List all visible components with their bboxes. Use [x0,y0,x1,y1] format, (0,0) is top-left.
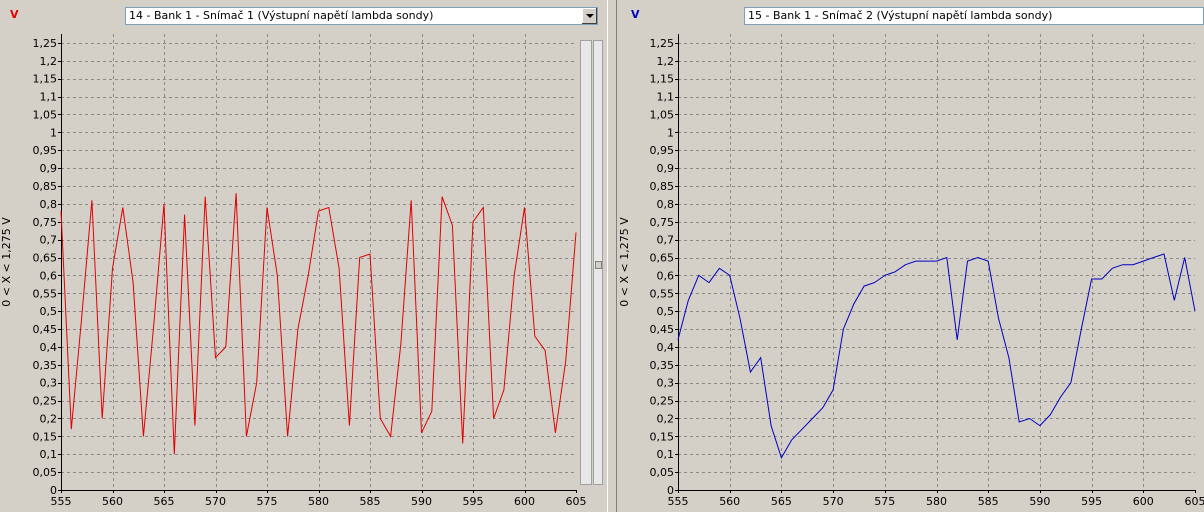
y-tick-label: 0,6 [40,269,58,282]
unit-marker-left: V [10,8,19,21]
y-tick-label: 0,75 [33,216,58,229]
x-tick-label: 600 [1133,495,1154,508]
y-tick-label: 0 [50,484,57,497]
y-tick-label: 1,05 [650,108,675,121]
y-tick-label: 0,95 [33,144,58,157]
right-chart-panel: V 15 - Bank 1 - Snímač 2 (Výstupní napět… [617,0,1204,512]
y-tick-label: 0,3 [40,377,58,390]
y-tick-label: 0,1 [657,448,675,461]
grid-left [61,34,576,490]
y-tick-label: 0,6 [657,269,675,282]
y-tick-label: 0,2 [40,412,58,425]
x-tick-label: 570 [823,495,844,508]
y-tick-label: 0,45 [33,323,58,336]
x-tick-label: 575 [257,495,278,508]
grid-right [678,34,1195,490]
x-tick-label: 565 [154,495,175,508]
line-chart-left: 0 0,05 0,1 0,15 0,2 0,25 0,3 0,35 0,4 0,45 0,5 0,55… [0,34,587,508]
y-tick-label: 0,65 [650,252,675,265]
y-tick-label: 0,55 [33,287,58,300]
line-chart-right: 0 0,05 0,1 0,15 0,2 0,25 0,3 0,35 0,4 0,45 0,5 0,55… [618,34,1204,508]
y-tick-label: 0,15 [650,430,675,443]
sensor-select-left[interactable]: 14 - Bank 1 - Snímač 1 (Výstupní napětí … [125,7,598,25]
chevron-down-icon[interactable] [581,8,597,24]
x-tick-label: 555 [668,495,689,508]
y-tick-label: 1,25 [33,37,58,50]
y-tick-label: 1,1 [40,91,58,104]
y-tick-label: 1,15 [650,73,675,86]
y-tick-label: 0,5 [40,305,58,318]
sensor-select-right-value: 15 - Bank 1 - Snímač 2 (Výstupní napětí … [748,9,1053,22]
y-tick-label: 0,25 [650,395,675,408]
series-line-left [60,193,577,455]
y-tick-label: 1,05 [33,108,58,121]
y-tick-label: 1,2 [657,55,675,68]
y-axis-label-right: 0 < X < 1,275 V [618,217,631,307]
y-tick-label: 0,5 [657,305,675,318]
y-tick-label: 0,25 [33,395,58,408]
x-tick-label: 555 [51,495,72,508]
y-tick-label: 0,3 [657,377,675,390]
x-tick-label: 585 [360,495,381,508]
y-tick-label: 0,75 [650,216,675,229]
x-tick-label: 590 [411,495,432,508]
x-tick-label: 570 [205,495,226,508]
unit-marker-right: V [631,8,640,21]
y-tick-label: 0,4 [40,341,58,354]
x-tick-label: 565 [771,495,792,508]
y-tick-label: 1 [667,126,674,139]
x-tick-label: 580 [926,495,947,508]
y-tick-label: 0,35 [650,359,675,372]
y-tick-label: 0,9 [40,162,58,175]
y-tick-label: 0,85 [650,180,675,193]
y-tick-label: 0,8 [657,198,675,211]
x-tick-label: 590 [1029,495,1050,508]
y-tick-label: 1,1 [657,91,675,104]
sensor-select-left-value: 14 - Bank 1 - Snímač 1 (Výstupní napětí … [129,9,434,22]
x-tick-label: 575 [874,495,895,508]
y-tick-label: 1 [50,126,57,139]
y-tick-label: 0,7 [40,234,58,247]
plot-area-right [678,34,1195,490]
x-tick-label: 580 [308,495,329,508]
scrollbar-left-a[interactable] [580,40,592,485]
scroll-thumb-left[interactable] [595,261,602,269]
y-tick-label: 0,05 [650,466,675,479]
scrollbar-left-b[interactable] [593,40,603,485]
x-tick-label: 605 [566,495,587,508]
y-tick-label: 0,4 [657,341,675,354]
y-tick-label: 0,1 [40,448,58,461]
y-tick-label: 0,65 [33,252,58,265]
y-tick-label: 0,9 [657,162,675,175]
y-tick-label: 0,35 [33,359,58,372]
y-tick-label: 1,15 [33,73,58,86]
x-tick-label: 595 [463,495,484,508]
y-tick-label: 0,8 [40,198,58,211]
x-tick-label: 595 [1081,495,1102,508]
y-axis-label-left: 0 < X < 1,275 V [0,217,13,307]
y-tick-label: 0,15 [33,430,58,443]
y-tick-label: 0,2 [657,412,675,425]
panel-splitter[interactable] [607,0,617,512]
x-tick-label: 605 [1185,495,1204,508]
y-tick-label: 0,05 [33,466,58,479]
plot-area-left [61,34,576,490]
series-line-right [677,253,1196,460]
y-tick-label: 0 [667,484,674,497]
y-tick-label: 0,7 [657,234,675,247]
x-tick-label: 585 [978,495,999,508]
x-tick-label: 560 [719,495,740,508]
y-tick-label: 0,45 [650,323,675,336]
y-tick-label: 0,55 [650,287,675,300]
y-tick-label: 0,85 [33,180,58,193]
y-tick-label: 1,25 [650,37,675,50]
y-tick-label: 1,2 [40,55,58,68]
left-chart-panel: V 14 - Bank 1 - Snímač 1 (Výstupní napět… [0,7,603,508]
x-tick-label: 560 [102,495,123,508]
sensor-select-right[interactable]: 15 - Bank 1 - Snímač 2 (Výstupní napětí … [744,7,1204,25]
x-tick-label: 600 [514,495,535,508]
y-tick-label: 0,95 [650,144,675,157]
